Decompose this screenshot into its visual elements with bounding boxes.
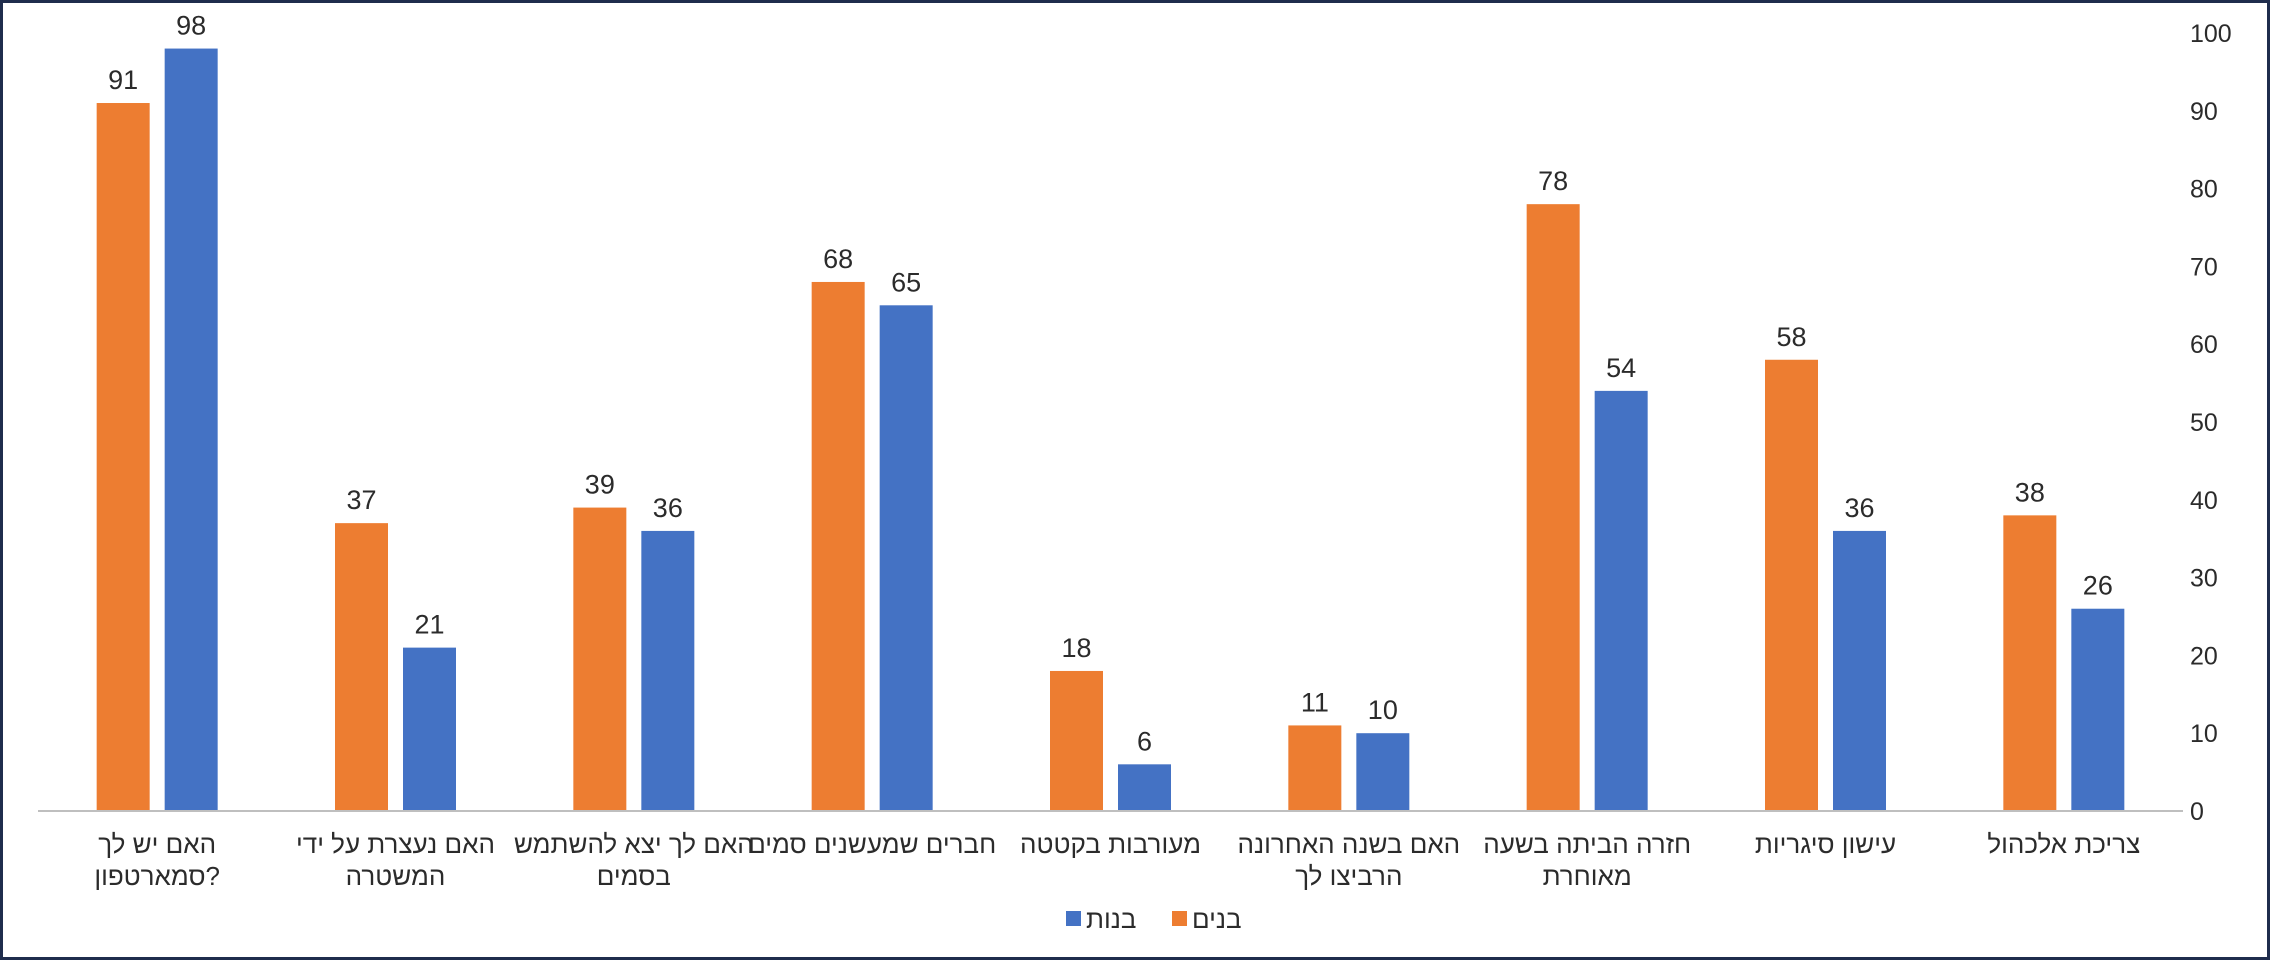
category-labels: צריכת אלכהול עישון סיגריות חזרה הביתה בשעה… — [94, 829, 2140, 891]
category-label-line: בסמים — [597, 861, 671, 891]
bars — [96, 48, 2125, 812]
bar — [2003, 515, 2057, 811]
bar — [1526, 204, 1580, 811]
y-tick-label: 100 — [2190, 20, 2232, 48]
y-tick-label: 20 — [2190, 642, 2218, 670]
y-tick-label: 30 — [2190, 565, 2218, 593]
bar — [96, 103, 150, 811]
category-label: חזרה הביתה בשעה מאוחרת — [1483, 829, 1691, 891]
y-tick-label: 0 — [2190, 798, 2204, 826]
category-label: עישון סיגריות — [1755, 829, 1896, 859]
category-label-line: מאוחרת — [1543, 861, 1632, 891]
category-label-line: סמארטפון? — [94, 861, 220, 891]
bar — [811, 281, 865, 812]
data-label: 78 — [1538, 166, 1568, 196]
category-label-line: צריכת אלכהול — [1987, 829, 2140, 859]
data-label: 11 — [1301, 687, 1329, 717]
bar — [1050, 670, 1103, 811]
category-label-line: האם נעצרת על ידי — [296, 829, 495, 859]
y-tick-label: 90 — [2190, 98, 2218, 126]
bar — [1118, 764, 1171, 811]
category-label-line: עישון סיגריות — [1755, 829, 1896, 859]
data-label: 26 — [2083, 571, 2113, 601]
bar — [1765, 359, 1818, 811]
category-label: צריכת אלכהול — [1987, 829, 2140, 859]
category-label-line: האם בשנה האחרונה — [1238, 829, 1461, 859]
category-label-line: חזרה הביתה בשעה — [1483, 829, 1691, 859]
bar — [403, 647, 456, 811]
data-label: 18 — [1061, 633, 1091, 663]
bar — [641, 530, 695, 811]
category-label-line: האם יש לך — [98, 829, 216, 859]
bar-chart: 0 10 20 30 40 50 60 70 80 90 100 38 26 58 36 78 54 11 10 1… — [38, 11, 2232, 934]
legend-swatch — [1066, 911, 1081, 926]
category-label: מעורבות בקטטה — [1020, 829, 1201, 859]
data-label: 21 — [414, 610, 444, 640]
data-label: 36 — [653, 493, 683, 523]
legend-label: בנות — [1086, 904, 1136, 934]
category-label: האם נעצרת על ידי המשטרה — [296, 829, 495, 891]
y-axis-ticks: 0 10 20 30 40 50 60 70 80 90 100 — [2190, 20, 2232, 826]
data-labels: 38 26 58 36 78 54 11 10 18 6 68 65 39 36 37 21 91 98 — [108, 11, 2113, 757]
bar — [1833, 530, 1886, 811]
category-label: חברים שמעשנים סמים — [748, 829, 996, 859]
category-label-line: האם לך יצא להשתמש — [514, 829, 754, 859]
data-label: 37 — [346, 485, 376, 515]
legend-swatch — [1172, 911, 1187, 926]
data-label: 68 — [823, 244, 853, 274]
data-label: 38 — [2015, 477, 2045, 507]
category-label-line: מעורבות בקטטה — [1020, 829, 1201, 859]
data-label: 54 — [1606, 353, 1636, 383]
data-label: 91 — [108, 65, 138, 95]
bar — [573, 507, 627, 811]
category-label: האם בשנה האחרונה הרביצו לך — [1238, 829, 1461, 891]
y-tick-label: 10 — [2190, 720, 2218, 748]
y-tick-label: 70 — [2190, 253, 2218, 281]
bar — [335, 523, 388, 811]
bar — [1288, 725, 1342, 811]
data-label: 65 — [891, 267, 921, 297]
data-label: 36 — [1844, 493, 1874, 523]
data-label: 58 — [1776, 322, 1806, 352]
data-label: 39 — [585, 470, 615, 500]
category-label: האם יש לך סמארטפון? — [94, 829, 220, 891]
legend-label: בנים — [1192, 904, 1242, 934]
y-tick-label: 80 — [2190, 176, 2218, 204]
data-label: 98 — [176, 11, 206, 41]
category-label: האם לך יצא להשתמש בסמים — [514, 829, 754, 891]
y-tick-label: 50 — [2190, 409, 2218, 437]
bar — [1594, 390, 1648, 811]
bar — [2071, 608, 2125, 811]
y-tick-label: 40 — [2190, 487, 2218, 515]
data-label: 6 — [1137, 726, 1152, 756]
category-label-line: המשטרה — [346, 861, 446, 891]
data-label: 10 — [1368, 695, 1398, 725]
category-label-line: הרביצו לך — [1295, 861, 1402, 891]
bar — [164, 48, 218, 812]
y-tick-label: 60 — [2190, 331, 2218, 359]
bar — [879, 305, 933, 811]
bar — [1356, 733, 1410, 811]
legend: בנות בנים — [1066, 904, 1242, 934]
category-label-line: חברים שמעשנים סמים — [748, 829, 996, 859]
